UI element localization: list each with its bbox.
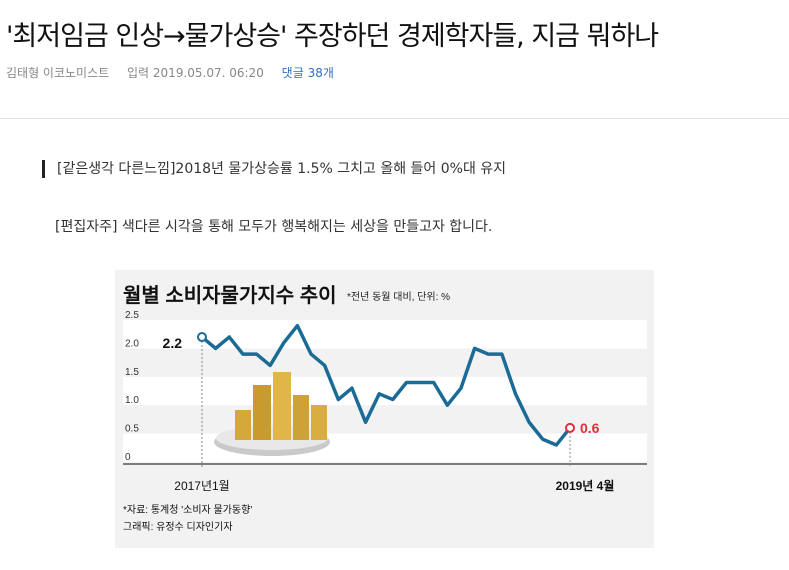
data-point	[269, 364, 272, 367]
data-point	[446, 404, 449, 407]
chart-title: 월별 소비자물가지수 추이	[123, 284, 337, 307]
data-point	[391, 398, 394, 401]
cpi-chart-figure: 월별 소비자물가지수 추이 *전년 동월 대비, 단위: % 0 0.5 1.0 1.…	[115, 270, 654, 548]
comments-link[interactable]: 댓글 38개	[281, 66, 334, 80]
y-tick-label: 0	[125, 452, 131, 463]
chart-source: *자료: 통계청 '소비자 물가동향'	[123, 504, 252, 516]
data-point	[405, 381, 408, 384]
data-point	[541, 438, 544, 441]
data-point	[255, 353, 258, 356]
article-meta: 김태형 이코노미스트 입력 2019.05.07. 06:20 댓글 38개	[6, 64, 348, 81]
article-title: '최저임금 인상→물가상승' 주장하던 경제학자들, 지금 뭐하나	[6, 21, 659, 52]
data-point	[514, 392, 517, 395]
end-value-label: 0.6	[580, 420, 600, 436]
start-point	[197, 332, 207, 343]
end-point	[565, 422, 575, 433]
y-tick-label: 2.0	[125, 338, 139, 349]
data-point	[378, 392, 381, 395]
data-point	[528, 421, 531, 424]
data-point	[364, 421, 367, 424]
data-point	[296, 324, 299, 327]
data-point	[473, 347, 476, 350]
data-point	[432, 381, 435, 384]
data-point	[555, 443, 558, 446]
data-point	[214, 347, 217, 350]
data-point	[419, 381, 422, 384]
editor-note: [편집자주] 색다른 시각을 통해 모두가 행복해지는 세상을 만들고자 합니다…	[55, 219, 493, 235]
x-start-label: 2017년1월	[174, 479, 229, 493]
x-end-label: 2019년 4월	[556, 478, 615, 493]
grid-band	[123, 376, 647, 406]
y-tick-label: 1.5	[125, 367, 139, 378]
start-value-label: 2.2	[163, 335, 183, 351]
data-point	[241, 353, 244, 356]
data-point	[350, 387, 353, 390]
data-point	[337, 398, 340, 401]
y-tick-label: 0.5	[125, 424, 139, 435]
data-point	[459, 387, 462, 390]
coins-illustration	[214, 372, 330, 456]
y-tick-label: 1.0	[125, 395, 139, 406]
publish-date: 입력 2019.05.07. 06:20	[127, 66, 264, 80]
data-point	[228, 336, 231, 339]
author[interactable]: 김태형 이코노미스트	[6, 66, 110, 80]
chart-subtitle: *전년 동월 대비, 단위: %	[347, 290, 450, 303]
data-point	[487, 353, 490, 356]
chart-credit: 그래픽: 유정수 디자인기자	[123, 521, 233, 533]
y-tick-label: 2.5	[125, 310, 139, 321]
data-point	[282, 341, 285, 344]
divider	[0, 118, 789, 119]
data-point	[500, 353, 503, 356]
data-point	[310, 353, 313, 356]
data-point	[323, 364, 326, 367]
article-subtitle: [같은생각 다른느낌]2018년 물가상승률 1.5% 그치고 올해 들어 0%…	[42, 160, 506, 178]
cpi-chart: 월별 소비자물가지수 추이 *전년 동월 대비, 단위: % 0 0.5 1.0 1.…	[123, 284, 647, 533]
cpi-line	[200, 323, 572, 447]
